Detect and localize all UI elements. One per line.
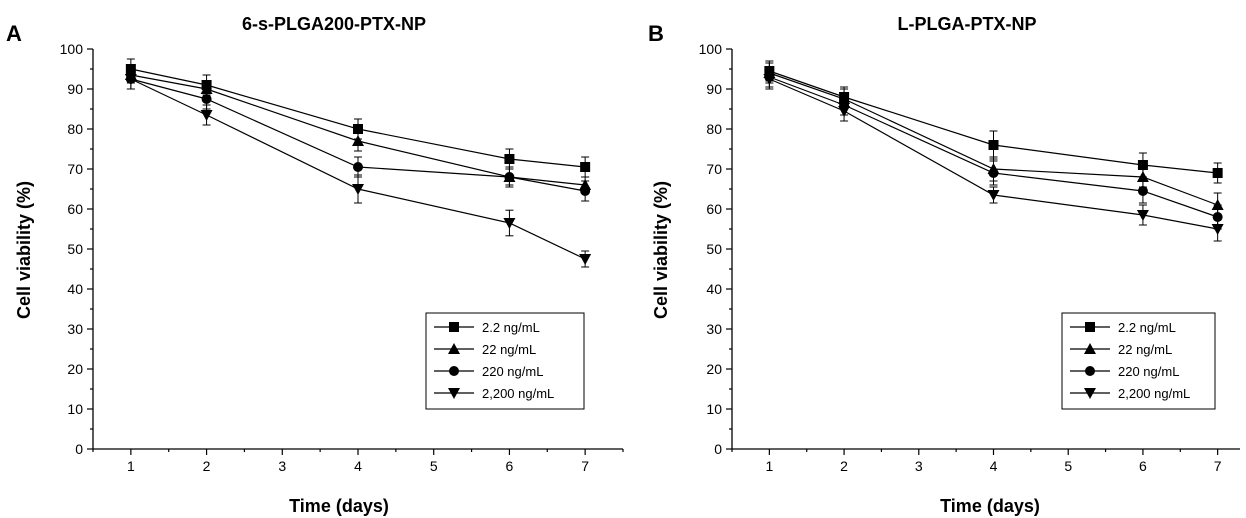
panel-b-legend-label: 2.2 ng/mL <box>1118 320 1176 335</box>
panel-a-legend-label: 220 ng/mL <box>482 364 543 379</box>
panel-b-y-tick-label: 90 <box>706 81 722 97</box>
panel-b-legend-marker <box>1084 388 1096 399</box>
panel-a-y-tick-label: 80 <box>67 121 83 137</box>
panel-b-legend-label: 2,200 ng/mL <box>1118 386 1190 401</box>
panel-b-y-tick-label: 100 <box>699 41 723 57</box>
panel-b-series-2-200-ng-ml-point <box>838 106 851 117</box>
panel-a-series-2-200-ng-ml-point <box>503 218 516 229</box>
panel-b-letter: B <box>648 21 664 46</box>
panel-b-y-axis-label: Cell viability (%) <box>651 181 671 319</box>
panel-b-series-2-2-ng-ml-point <box>988 140 999 150</box>
panel-b-x-tick-label: 6 <box>1139 458 1147 474</box>
panel-b-series-2-2-ng-ml-point <box>1137 160 1148 170</box>
panel-b-legend-label: 22 ng/mL <box>1118 342 1172 357</box>
panel-b-title: L-PLGA-PTX-NP <box>898 14 1037 34</box>
panel-a-y-tick-label: 100 <box>60 41 84 57</box>
panel-b-series-2-200-ng-ml-point <box>987 190 1000 201</box>
panel-a-series-220-ng-ml-point <box>504 172 515 182</box>
panel-a-series-2-200-ng-ml-point <box>579 254 592 265</box>
panel-b-y-tick-label: 70 <box>706 161 722 177</box>
panel-a-legend-marker <box>448 343 460 354</box>
panel-a-x-axis-label: Time (days) <box>289 496 389 516</box>
panel-b-y-tick-label: 50 <box>706 241 722 257</box>
panel-b-legend-marker <box>1085 322 1095 332</box>
panel-b-series-220-ng-ml-point <box>1137 186 1148 196</box>
panel-b-y-tick-label: 0 <box>714 441 722 457</box>
panel-a-series-220-ng-ml <box>125 68 591 202</box>
panel-a-x-tick-label: 4 <box>354 458 362 474</box>
panel-a-series-2-200-ng-ml <box>124 68 592 268</box>
panel-a-legend-marker <box>448 388 460 399</box>
panel-b-x-tick-label: 3 <box>915 458 923 474</box>
panel-b-series-2-200-ng-ml-point <box>763 74 776 85</box>
panel-b: B L-PLGA-PTX-NP Time (days) Cell viabili… <box>648 14 1240 516</box>
panel-a-series-2-200-ng-ml-point <box>352 184 364 195</box>
panel-a-series-2-200-ng-ml-point <box>200 110 213 121</box>
panel-a-series-22-ng-ml-point <box>352 135 364 146</box>
panel-b-y-tick-label: 60 <box>706 201 722 217</box>
panel-a-series-2-2-ng-ml-point <box>504 154 515 164</box>
panel-a-y-tick-label: 60 <box>67 201 83 217</box>
panel-a-series-2-200-ng-ml-point <box>124 74 137 85</box>
panel-b-x-tick-label: 4 <box>990 458 998 474</box>
panel-a-y-tick-label: 70 <box>67 161 83 177</box>
panel-a: A 6-s-PLGA200-PTX-NP Time (days) Cell vi… <box>6 14 624 516</box>
panel-a-x-tick-label: 7 <box>581 458 589 474</box>
panel-a-x-tick-label: 6 <box>506 458 514 474</box>
panel-a-y-tick-label: 50 <box>67 241 83 257</box>
panel-a-series-220-ng-ml-point <box>580 186 591 196</box>
panel-a-legend-label: 2.2 ng/mL <box>482 320 540 335</box>
panel-a-series-220-ng-ml-point <box>201 94 212 104</box>
panel-b-series-2-2-ng-ml-point <box>1212 168 1223 178</box>
panel-b-legend-marker <box>1085 366 1095 376</box>
panel-a-x-tick-label: 1 <box>127 458 135 474</box>
panel-b-x-tick-label: 5 <box>1064 458 1072 474</box>
panel-a-title: 6-s-PLGA200-PTX-NP <box>242 14 426 34</box>
panel-a-legend-marker <box>449 322 459 332</box>
panel-a-y-axis-label: Cell viability (%) <box>14 181 34 319</box>
panel-b-series-220-ng-ml-point <box>988 168 999 178</box>
panel-a-series-220-ng-ml-point <box>353 162 363 172</box>
panel-b-series-2-200-ng-ml-point <box>1211 224 1224 235</box>
panel-b-legend-marker <box>1084 343 1096 354</box>
panel-a-series-2-2-ng-ml-line <box>130 68 586 168</box>
panel-a-y-tick-label: 90 <box>67 81 83 97</box>
panel-a-legend-label: 2,200 ng/mL <box>482 386 554 401</box>
panel-a-y-tick-label: 10 <box>67 401 83 417</box>
panel-b-y-tick-label: 80 <box>706 121 722 137</box>
panel-a-series-2-2-ng-ml-point <box>353 124 363 134</box>
panel-a-legend-label: 22 ng/mL <box>482 342 536 357</box>
panel-b-x-tick-label: 2 <box>840 458 848 474</box>
panel-b-series-2-200-ng-ml-point <box>1136 210 1149 221</box>
panel-a-legend-marker <box>449 366 459 376</box>
panel-b-legend: 2.2 ng/mL 22 ng/mL 220 ng/mL 2,200 ng/mL <box>1061 312 1216 410</box>
panel-a-x-tick-label: 3 <box>278 458 286 474</box>
panel-b-y-tick-label: 20 <box>706 361 722 377</box>
panel-b-plot-area: 0 10 20 30 40 50 60 70 80 90 100 1 2 3 4 5 6 7 2.2 ng/mL 22… <box>699 41 1240 474</box>
panel-b-legend-label: 220 ng/mL <box>1118 364 1179 379</box>
panel-b-y-tick-label: 10 <box>706 401 722 417</box>
panel-b-x-tick-label: 1 <box>765 458 773 474</box>
panel-a-y-tick-label: 30 <box>67 321 83 337</box>
panel-a-y-tick-label: 40 <box>67 281 83 297</box>
panel-b-x-tick-label: 7 <box>1214 458 1222 474</box>
panel-a-y-tick-label: 0 <box>75 441 83 457</box>
panel-a-letter: A <box>6 21 22 46</box>
panel-a-plot-area: 0 10 20 30 40 50 60 70 80 90 100 1 2 3 4 5 6 7 2.2 ng/mL 22… <box>60 41 624 474</box>
panel-a-series-2-2-ng-ml-point <box>580 162 591 172</box>
panel-b-x-axis-label: Time (days) <box>940 496 1040 516</box>
panel-a-legend: 2.2 ng/mL 22 ng/mL 220 ng/mL 2,200 ng/mL <box>425 312 585 410</box>
panel-a-y-tick-label: 20 <box>67 361 83 377</box>
panel-b-y-tick-label: 30 <box>706 321 722 337</box>
panel-a-x-tick-label: 2 <box>203 458 211 474</box>
panel-b-y-tick-label: 40 <box>706 281 722 297</box>
panel-a-x-tick-label: 5 <box>430 458 438 474</box>
panel-b-series-2-200-ng-ml <box>763 68 1224 242</box>
